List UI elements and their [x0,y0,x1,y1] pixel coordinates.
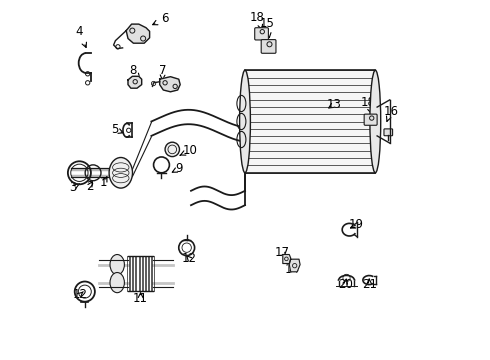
Text: 16: 16 [383,105,398,121]
Bar [136,256,139,291]
FancyBboxPatch shape [384,129,392,136]
Text: 6: 6 [153,12,169,25]
Bar [133,256,135,291]
Text: 8: 8 [129,64,140,78]
Text: 2: 2 [86,180,93,193]
Text: 14: 14 [285,263,300,276]
Text: 5: 5 [111,123,123,136]
Text: 17: 17 [274,246,289,258]
Text: 19: 19 [349,219,364,231]
Text: 11: 11 [133,292,148,305]
Ellipse shape [370,70,381,173]
Bar [143,256,145,291]
Text: 12: 12 [182,252,196,265]
Text: 7: 7 [159,64,167,80]
Bar [149,256,151,291]
Polygon shape [160,77,180,92]
FancyBboxPatch shape [255,28,269,40]
Bar [130,256,132,291]
Ellipse shape [110,255,124,275]
Text: 20: 20 [338,278,352,291]
Text: 4: 4 [75,25,86,48]
Bar [146,256,148,291]
Polygon shape [283,255,291,264]
Text: 21: 21 [362,278,377,291]
Text: 1: 1 [100,176,108,189]
Text: 18: 18 [361,96,375,113]
Ellipse shape [240,70,250,173]
Text: 15: 15 [260,17,275,38]
Polygon shape [126,24,149,43]
Text: 12: 12 [73,288,88,301]
Circle shape [165,142,179,157]
Text: 3: 3 [69,181,79,194]
Ellipse shape [109,157,132,188]
FancyBboxPatch shape [261,40,276,53]
FancyBboxPatch shape [364,114,377,125]
Text: 13: 13 [327,98,342,111]
Text: 10: 10 [180,144,198,157]
Bar [152,256,154,291]
Text: 9: 9 [172,162,183,175]
Polygon shape [128,76,142,88]
Bar [127,256,129,291]
Text: 18: 18 [250,11,265,31]
Bar [245,70,375,173]
Bar [140,256,142,291]
Ellipse shape [110,273,124,293]
Polygon shape [289,259,300,272]
